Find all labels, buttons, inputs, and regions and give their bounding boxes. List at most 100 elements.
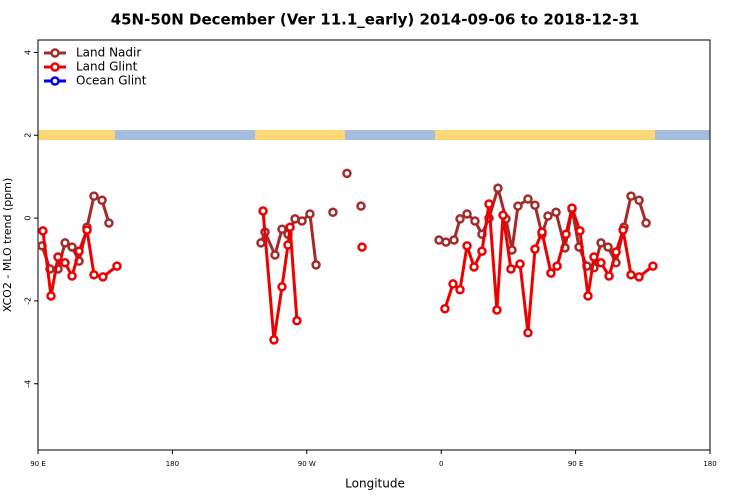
data-point xyxy=(552,261,562,271)
data-point xyxy=(546,268,556,278)
data-point xyxy=(256,238,266,248)
data-point xyxy=(604,271,614,281)
data-point xyxy=(277,224,287,235)
y-tick-label: 0 xyxy=(24,216,33,221)
data-point xyxy=(484,199,494,209)
legend-marker xyxy=(50,48,60,58)
x-tick-label: 180 xyxy=(166,460,179,468)
legend-marker xyxy=(50,76,60,86)
legend-marker xyxy=(50,62,60,72)
y-tick-label: -4 xyxy=(24,380,33,388)
data-point xyxy=(462,209,472,219)
data-point xyxy=(596,238,606,248)
data-point xyxy=(305,209,315,219)
land-band xyxy=(255,130,345,140)
data-point xyxy=(589,252,599,262)
ocean-band xyxy=(345,130,435,140)
surface-strip xyxy=(38,130,710,140)
data-point xyxy=(618,225,628,235)
data-point xyxy=(498,210,508,220)
data-point xyxy=(89,270,99,280)
data-point xyxy=(269,335,279,345)
data-point xyxy=(440,304,450,314)
data-point xyxy=(626,191,636,201)
legend-label: Land Nadir xyxy=(76,46,141,60)
legend-label: Land Glint xyxy=(76,60,138,74)
data-point xyxy=(648,261,658,271)
data-point xyxy=(277,282,287,292)
data-point xyxy=(611,247,621,257)
land-band xyxy=(435,130,655,140)
data-point xyxy=(82,225,92,235)
data-point xyxy=(357,242,367,252)
data-point xyxy=(258,206,268,216)
data-point xyxy=(492,305,502,315)
data-point xyxy=(551,207,561,218)
data-point xyxy=(342,168,352,179)
data-point xyxy=(537,227,547,237)
data-point xyxy=(67,242,77,252)
y-axis-label: XCO2 - MLO trend (ppm) xyxy=(1,178,14,313)
data-point xyxy=(53,252,63,262)
data-point xyxy=(641,218,651,228)
data-point xyxy=(74,246,84,256)
data-point xyxy=(455,214,465,224)
x-tick-label: 90 E xyxy=(568,460,584,468)
data-point xyxy=(493,183,503,194)
data-point xyxy=(523,194,533,204)
data-point xyxy=(448,279,458,289)
data-point xyxy=(470,216,480,226)
data-point xyxy=(283,240,293,250)
series-line xyxy=(41,202,654,341)
data-point xyxy=(530,200,540,210)
data-point xyxy=(626,270,636,280)
x-tick-label: 180 xyxy=(703,460,716,468)
data-point xyxy=(561,229,571,239)
land-band xyxy=(38,130,115,140)
data-point xyxy=(567,203,577,213)
data-point xyxy=(462,241,472,251)
data-point xyxy=(441,237,451,247)
data-point xyxy=(67,271,77,281)
data-point xyxy=(583,291,593,301)
data-point xyxy=(89,191,99,201)
data-point xyxy=(634,272,644,282)
data-point xyxy=(104,218,114,228)
x-tick-label: 90 W xyxy=(298,460,316,468)
data-point xyxy=(449,235,459,245)
data-point xyxy=(634,195,644,206)
ocean-band xyxy=(115,130,255,140)
y-tick-label: 4 xyxy=(24,50,33,55)
series-line xyxy=(40,182,648,271)
data-point xyxy=(98,272,108,282)
data-point xyxy=(297,216,307,226)
data-point xyxy=(38,226,48,236)
data-point xyxy=(60,238,70,248)
data-point xyxy=(97,195,107,206)
data-point xyxy=(506,264,516,274)
data-point xyxy=(477,246,487,256)
data-point xyxy=(292,316,302,326)
data-point xyxy=(270,250,280,260)
data-point xyxy=(311,260,321,270)
data-point xyxy=(112,261,122,271)
data-point xyxy=(515,259,525,269)
data-point xyxy=(513,201,523,211)
x-tick-label: 0 xyxy=(439,460,443,468)
ocean-band xyxy=(655,130,710,140)
data-point xyxy=(328,207,338,218)
data-point xyxy=(60,258,70,268)
data-point xyxy=(46,291,56,301)
data-point xyxy=(530,244,540,254)
legend-label: Ocean Glint xyxy=(76,74,147,88)
data-point xyxy=(285,222,295,232)
data-point xyxy=(523,328,533,338)
data-point xyxy=(356,201,366,211)
data-point xyxy=(455,284,465,295)
y-tick-label: -2 xyxy=(24,297,33,305)
x-tick-label: 90 E xyxy=(30,460,46,468)
chart-title: 45N-50N December (Ver 11.1_early) 2014-0… xyxy=(111,11,640,29)
x-axis-label: Longitude xyxy=(345,477,405,491)
data-point xyxy=(469,262,479,272)
data-point xyxy=(575,226,585,236)
